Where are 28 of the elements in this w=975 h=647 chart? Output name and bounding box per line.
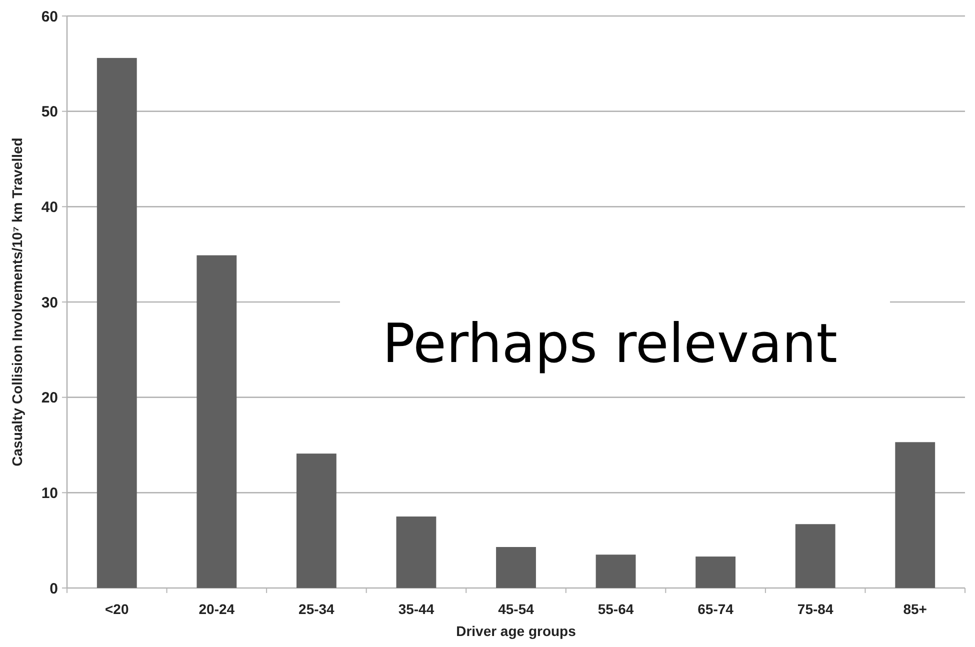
- annotation: Perhaps relevant: [382, 312, 838, 375]
- x-tick-label: 35-44: [398, 601, 434, 617]
- y-tick-label: 60: [41, 8, 58, 26]
- y-tick-label: 10: [41, 484, 58, 502]
- bar: [795, 524, 836, 588]
- x-tick-label: 20-24: [198, 601, 235, 617]
- bar: [895, 442, 936, 588]
- bar: [496, 547, 536, 588]
- y-tick-label: 20: [41, 390, 58, 407]
- bar: [196, 255, 237, 588]
- x-tick-label: 85+: [903, 601, 927, 617]
- y-tick-label: 30: [41, 294, 58, 312]
- x-tick-label: <20: [105, 601, 129, 617]
- x-tick-label: 25-34: [298, 601, 335, 617]
- y-axis-title: Casualty Collision Involvements/10⁷ km Travelled: [9, 138, 25, 466]
- bar: [396, 516, 436, 588]
- bar: [696, 556, 736, 588]
- y-tick-label: 0: [50, 580, 58, 598]
- x-tick-label: 55-64: [598, 601, 634, 617]
- bar: [596, 554, 636, 588]
- y-tick-label: 40: [41, 198, 58, 216]
- x-tick-label: 45-54: [498, 601, 534, 617]
- bar: [96, 58, 137, 588]
- x-tick-label: 75-84: [797, 601, 834, 617]
- x-tick-label: 65-74: [698, 601, 734, 617]
- bar: [296, 454, 336, 588]
- x-axis-title: Driver age groups: [456, 623, 576, 639]
- y-tick-label: 50: [41, 104, 58, 121]
